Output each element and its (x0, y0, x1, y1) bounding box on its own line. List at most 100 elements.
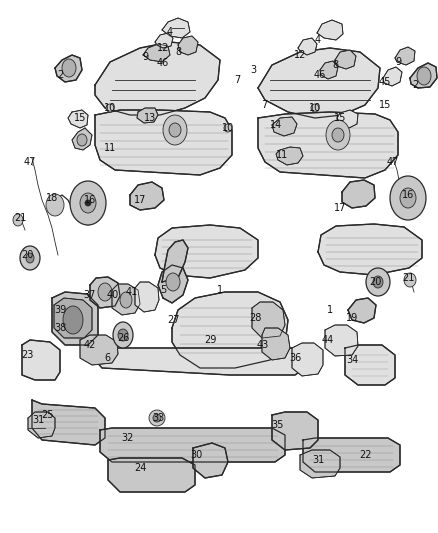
Polygon shape (348, 298, 376, 323)
Polygon shape (318, 224, 422, 275)
Text: 7: 7 (261, 100, 267, 110)
Polygon shape (262, 328, 290, 360)
Text: 47: 47 (387, 157, 399, 167)
Text: 10: 10 (222, 123, 234, 133)
Text: 42: 42 (84, 340, 96, 350)
Ellipse shape (62, 59, 76, 77)
Ellipse shape (98, 283, 112, 301)
Text: 20: 20 (369, 277, 381, 287)
Polygon shape (22, 340, 60, 380)
Text: 43: 43 (257, 340, 269, 350)
Polygon shape (320, 61, 338, 79)
Ellipse shape (70, 181, 106, 225)
Polygon shape (80, 335, 118, 365)
Polygon shape (292, 343, 323, 376)
Text: 9: 9 (395, 57, 401, 67)
Text: 16: 16 (84, 195, 96, 205)
Ellipse shape (224, 124, 232, 132)
Text: 10: 10 (309, 103, 321, 113)
Polygon shape (112, 284, 140, 315)
Text: 40: 40 (107, 290, 119, 300)
Polygon shape (54, 298, 92, 338)
Text: 7: 7 (234, 75, 240, 85)
Ellipse shape (20, 246, 40, 270)
Text: 46: 46 (157, 58, 169, 68)
Text: 41: 41 (126, 287, 138, 297)
Text: 47: 47 (24, 157, 36, 167)
Polygon shape (345, 345, 395, 385)
Text: 28: 28 (249, 313, 261, 323)
Polygon shape (90, 277, 120, 308)
Text: 2: 2 (412, 80, 418, 90)
Polygon shape (298, 38, 317, 55)
Polygon shape (100, 428, 285, 462)
Text: 12: 12 (157, 43, 169, 53)
Ellipse shape (85, 200, 91, 206)
Text: 33: 33 (152, 413, 164, 423)
Ellipse shape (163, 115, 187, 145)
Text: 23: 23 (21, 350, 33, 360)
Polygon shape (252, 302, 285, 338)
Polygon shape (28, 412, 55, 438)
Polygon shape (383, 67, 402, 86)
Ellipse shape (149, 410, 165, 426)
Polygon shape (155, 33, 173, 48)
Text: 39: 39 (54, 305, 66, 315)
Ellipse shape (311, 104, 319, 112)
Text: 16: 16 (402, 190, 414, 200)
Text: 11: 11 (104, 143, 116, 153)
Polygon shape (95, 42, 220, 115)
Text: 4: 4 (315, 35, 321, 45)
Text: 8: 8 (175, 47, 181, 57)
Polygon shape (130, 182, 164, 210)
Text: 17: 17 (134, 195, 146, 205)
Text: 30: 30 (190, 450, 202, 460)
Ellipse shape (417, 67, 431, 85)
Polygon shape (95, 110, 232, 175)
Text: 25: 25 (41, 410, 53, 420)
Polygon shape (193, 443, 228, 478)
Polygon shape (52, 292, 98, 345)
Text: 18: 18 (46, 193, 58, 203)
Polygon shape (95, 345, 305, 375)
Text: 38: 38 (54, 323, 66, 333)
Ellipse shape (373, 276, 383, 288)
Ellipse shape (166, 273, 180, 291)
Ellipse shape (63, 306, 83, 334)
Polygon shape (155, 225, 258, 278)
Polygon shape (32, 400, 105, 445)
Polygon shape (272, 412, 318, 450)
Polygon shape (158, 265, 188, 303)
Polygon shape (143, 44, 170, 62)
Polygon shape (68, 110, 88, 128)
Text: 15: 15 (379, 100, 391, 110)
Ellipse shape (46, 194, 64, 216)
Polygon shape (55, 55, 82, 82)
Text: 1: 1 (217, 285, 223, 295)
Text: 4: 4 (167, 27, 173, 37)
Text: 21: 21 (14, 213, 26, 223)
Polygon shape (300, 450, 340, 478)
Text: 5: 5 (160, 285, 166, 295)
Text: 10: 10 (104, 103, 116, 113)
Ellipse shape (366, 268, 390, 296)
Polygon shape (410, 63, 437, 88)
Text: 37: 37 (84, 290, 96, 300)
Text: 26: 26 (117, 333, 129, 343)
Polygon shape (335, 50, 356, 69)
Polygon shape (303, 438, 400, 472)
Text: 15: 15 (74, 113, 86, 123)
Polygon shape (342, 180, 375, 208)
Ellipse shape (26, 253, 34, 263)
Text: 31: 31 (32, 415, 44, 425)
Text: 6: 6 (104, 353, 110, 363)
Text: 35: 35 (272, 420, 284, 430)
Polygon shape (276, 147, 303, 165)
Text: 1: 1 (327, 305, 333, 315)
Ellipse shape (120, 292, 132, 308)
Text: 36: 36 (289, 353, 301, 363)
Polygon shape (337, 110, 358, 128)
Text: 34: 34 (346, 355, 358, 365)
Ellipse shape (390, 176, 426, 220)
Text: 15: 15 (334, 113, 346, 123)
